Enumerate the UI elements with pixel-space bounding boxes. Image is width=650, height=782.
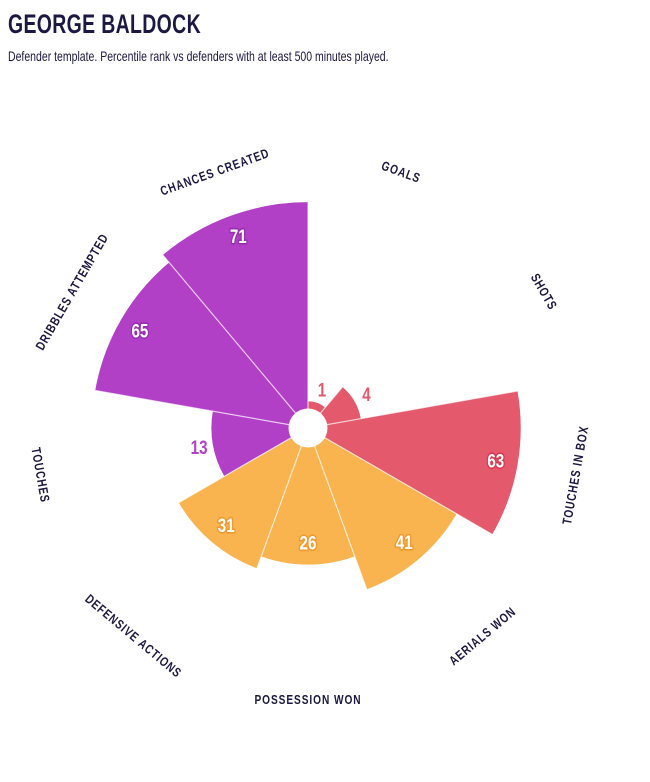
sector-divider xyxy=(95,389,309,429)
sector-divider xyxy=(178,427,309,504)
wedge-touches-in-box xyxy=(308,391,521,535)
value-label-aerials-won: 41 xyxy=(396,532,413,554)
category-label-touches: TOUCHES xyxy=(28,446,52,504)
category-label-chances-created: CHANCES CREATED xyxy=(158,146,271,199)
sector-divider xyxy=(162,254,309,429)
value-label-dribbles-attempted: 65 xyxy=(131,320,148,342)
value-label-touches: 13 xyxy=(191,436,208,458)
sector-divider xyxy=(307,390,518,429)
category-label-dribbles-attempted: DRIBBLES ATTEMPTED xyxy=(33,231,112,353)
category-label-aerials-won: AERIALS WON xyxy=(447,604,519,668)
value-label-possession-won: 26 xyxy=(300,532,317,554)
page-subtitle: Defender template. Percentile rank vs de… xyxy=(8,48,389,64)
value-label-shots: 4 xyxy=(362,383,371,405)
wedge-aerials-won xyxy=(308,428,457,590)
category-label-possession-won: POSSESSION WON xyxy=(254,693,361,707)
wedge-possession-won xyxy=(261,428,355,565)
category-label-goals: GOALS xyxy=(379,159,422,187)
value-label-chances-created: 71 xyxy=(230,225,247,247)
wedge-touches xyxy=(211,411,308,477)
category-label-shots: SHOTS xyxy=(527,271,559,313)
value-label-goals: 1 xyxy=(318,379,327,401)
category-label-touches-in-box: TOUCHES IN BOX xyxy=(560,425,592,526)
wedge-dribbles-attempted xyxy=(95,262,309,428)
value-label-defensive-actions: 31 xyxy=(218,514,235,536)
value-label-touches-in-box: 63 xyxy=(487,450,504,472)
wedge-chances-created xyxy=(162,202,308,428)
sector-divider xyxy=(307,427,493,535)
center-hole xyxy=(288,408,328,448)
chart-header: GEORGE BALDOCK Defender template. Percen… xyxy=(8,9,515,64)
wedge-defensive-actions xyxy=(178,428,308,569)
category-label-defensive-actions: DEFENSIVE ACTIONS xyxy=(82,592,184,681)
sector-divider xyxy=(307,427,368,590)
sector-divider xyxy=(256,427,309,569)
page-title: GEORGE BALDOCK xyxy=(8,9,201,39)
